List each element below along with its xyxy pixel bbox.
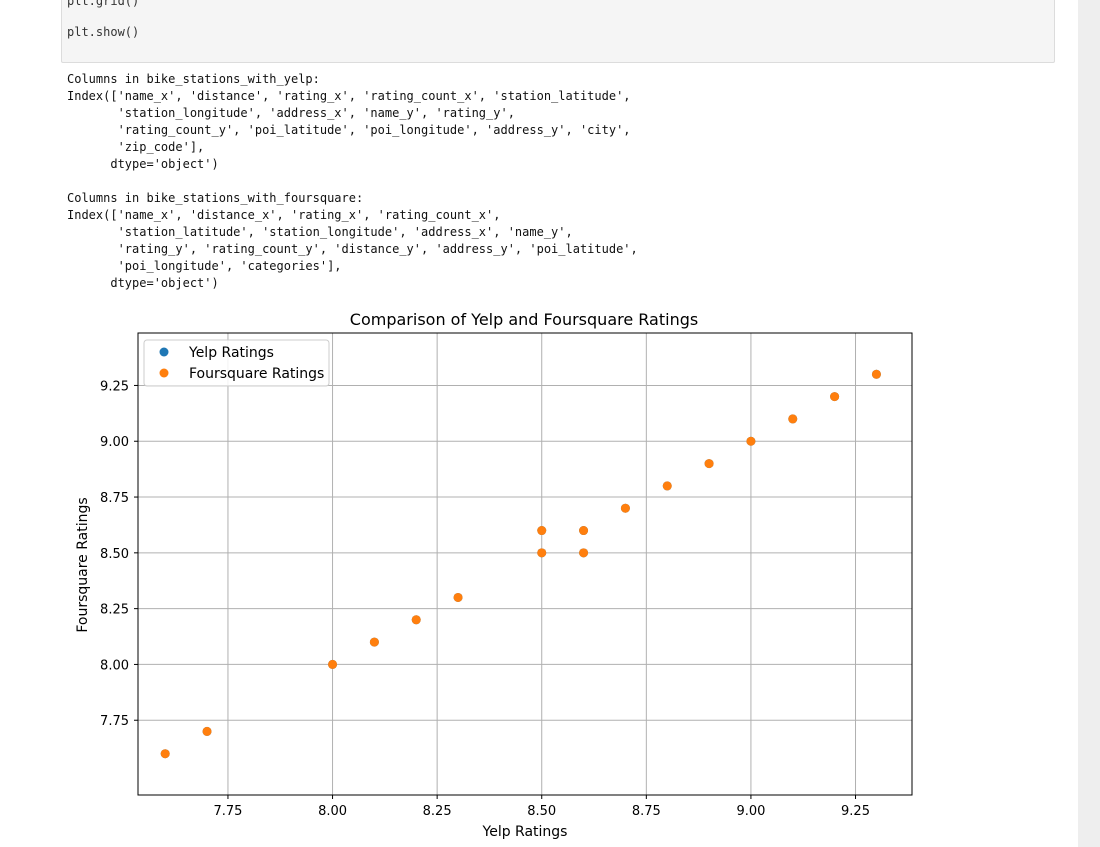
foursquare-point: [202, 726, 212, 736]
y-axis-label: Foursquare Ratings: [75, 497, 91, 632]
y-tick-label: 7.75: [100, 714, 129, 729]
chart-title: Comparison of Yelp and Foursquare Rating…: [350, 310, 698, 329]
legend-marker-foursquare: [159, 368, 169, 378]
foursquare-point: [579, 548, 589, 558]
x-axis-label: Yelp Ratings: [482, 824, 568, 840]
y-tick-label: 8.00: [100, 658, 129, 673]
cell-output-text: Columns in bike_stations_with_yelp: Inde…: [67, 72, 638, 290]
grid-lines: [138, 333, 912, 795]
foursquare-point: [704, 459, 714, 469]
y-tick-label: 9.00: [100, 435, 129, 450]
x-tick-label: 8.25: [423, 804, 452, 819]
x-tick-label: 8.50: [527, 804, 556, 819]
legend-label-yelp: Yelp Ratings: [188, 345, 274, 361]
foursquare-point: [871, 369, 881, 379]
foursquare-point: [369, 637, 379, 647]
foursquare-point: [453, 592, 463, 602]
legend-box: [143, 339, 330, 387]
plot-frame: [137, 332, 913, 796]
legend-label-foursquare: Foursquare Ratings: [189, 366, 324, 382]
foursquare-point: [746, 436, 756, 446]
code-line: plt.grid(): [67, 0, 140, 8]
y-tick-label: 8.25: [100, 603, 129, 618]
foursquare-point: [788, 414, 798, 424]
data-points: [160, 369, 881, 759]
x-tick-label: 9.00: [736, 804, 765, 819]
foursquare-point: [620, 503, 630, 513]
y-tick-label: 9.25: [100, 379, 129, 394]
scatter-chart: Comparison of Yelp and Foursquare Rating…: [75, 310, 913, 840]
vertical-scrollbar[interactable]: [1078, 0, 1100, 847]
legend-marker-yelp: [159, 347, 169, 357]
code-line: plt.show(): [67, 25, 140, 39]
legend: Yelp Ratings Foursquare Ratings: [143, 339, 330, 387]
foursquare-point: [537, 526, 547, 536]
axis-ticks: 7.75 8.00 8.25 8.50 8.75 9.00 9.25 7.75 8.00 8.25…: [100, 379, 870, 819]
foursquare-point: [328, 659, 338, 669]
foursquare-point: [537, 548, 547, 558]
foursquare-point: [662, 481, 672, 491]
y-tick-label: 8.75: [100, 491, 129, 506]
x-tick-label: 8.00: [318, 804, 347, 819]
code-cell[interactable]: plt.grid() plt.show(): [61, 0, 1055, 63]
x-tick-label: 8.75: [632, 804, 661, 819]
foursquare-point: [160, 749, 170, 759]
x-tick-label: 9.25: [841, 804, 870, 819]
y-tick-label: 8.50: [100, 547, 129, 562]
foursquare-point: [411, 615, 421, 625]
x-tick-label: 7.75: [213, 804, 242, 819]
foursquare-point: [830, 392, 840, 402]
foursquare-point: [579, 526, 589, 536]
